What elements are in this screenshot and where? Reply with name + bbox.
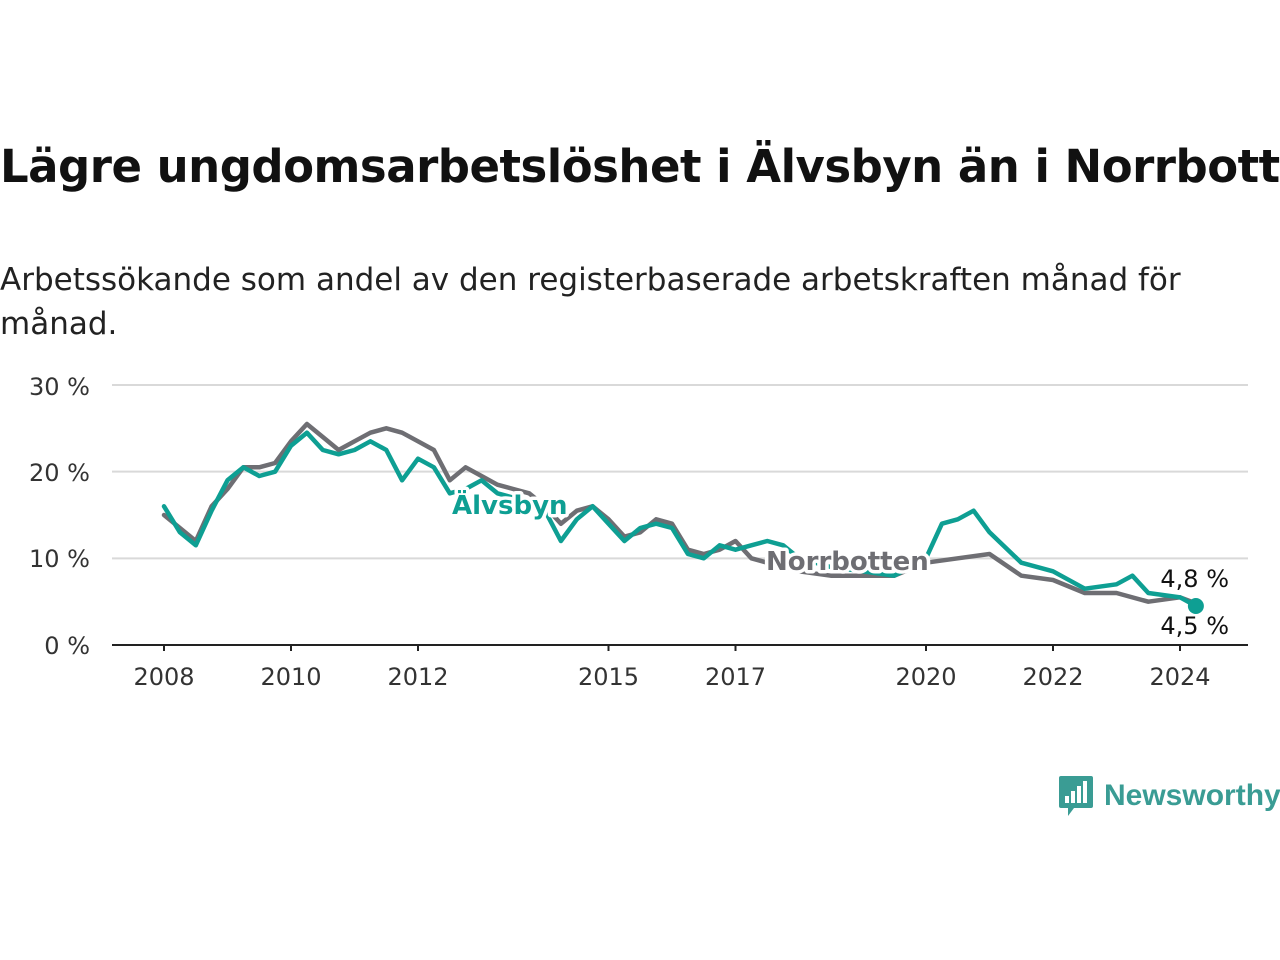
x-tick-label: 2012 [387, 663, 448, 691]
x-tick-label: 2010 [260, 663, 321, 691]
brand-name: Newsworthy [1104, 779, 1280, 812]
series-line-alvsbyn [161, 430, 1199, 609]
x-tick-label: 2017 [705, 663, 766, 691]
end-label-norrbotten: 4,8 % [1160, 565, 1229, 593]
newsworthy-logo: Newsworthy [1058, 774, 1280, 818]
end-label-alvsbyn: 4,5 % [1160, 612, 1229, 640]
newsworthy-logo-icon [1059, 776, 1093, 816]
x-tick-label: 2020 [895, 663, 956, 691]
end-point-alvsbyn [1187, 598, 1204, 614]
line-chart: 0 % 10 % 20 % 30 % 2008 2010 2012 2015 2017 2… [29, 373, 1248, 691]
grid [112, 384, 1248, 646]
y-tick-label: 20 % [29, 459, 90, 487]
series-label-alvsbyn: Älvsbyn [452, 489, 568, 521]
chart-title: Lägre ungdomsarbetslöshet i Älvsbyn än i… [0, 140, 1280, 193]
x-tick-label: 2022 [1022, 663, 1083, 691]
x-tick-label: 2024 [1149, 663, 1210, 691]
y-tick-label: 0 % [44, 632, 90, 660]
series-label-norrbotten: Norrbotten [766, 547, 929, 577]
y-axis: 0 % 10 % 20 % 30 % [29, 373, 90, 660]
series-lines [161, 421, 1199, 609]
series-line-norrbotten [161, 421, 1199, 606]
x-axis: 2008 2010 2012 2015 2017 2020 2022 2024 [133, 645, 1211, 691]
x-tick-label: 2008 [133, 663, 194, 691]
chart-subtitle: Arbetssökande som andel av den registerb… [0, 262, 1181, 342]
x-tick-label: 2015 [578, 663, 639, 691]
y-tick-label: 10 % [29, 545, 90, 573]
y-tick-label: 30 % [29, 373, 90, 401]
